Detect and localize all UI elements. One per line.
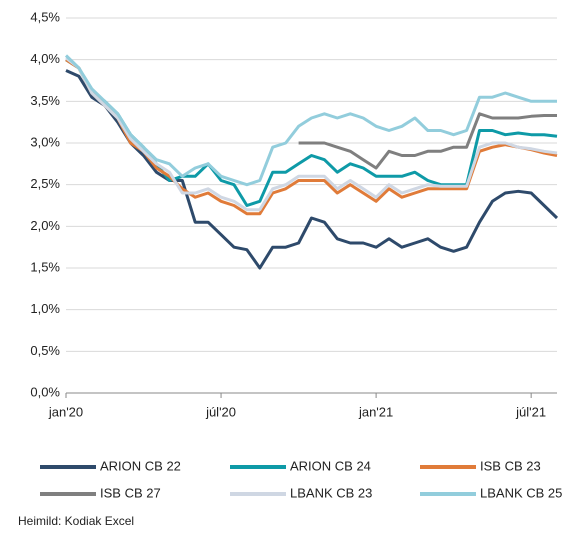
legend-label: ISB CB 27 — [100, 485, 161, 500]
series-line — [65, 58, 558, 207]
y-tick-label: 2,5% — [30, 176, 60, 191]
y-tick-label: 3,0% — [30, 134, 60, 149]
y-tick-label: 1,5% — [30, 259, 60, 274]
y-tick-label: 0,0% — [30, 384, 60, 399]
legend-label: ARION CB 24 — [290, 458, 371, 473]
x-tick-label: jan'20 — [48, 404, 83, 419]
y-tick-label: 0,5% — [30, 343, 60, 358]
x-tick-label: júl'20 — [205, 404, 236, 419]
series-line — [298, 112, 557, 170]
series-line — [64, 54, 557, 187]
series-line — [65, 58, 558, 216]
legend-label: ISB CB 23 — [480, 458, 541, 473]
legend-label: LBANK CB 25 — [480, 485, 562, 500]
y-tick-label: 4,0% — [30, 51, 60, 66]
y-tick-label: 2,0% — [30, 218, 60, 233]
legend-label: ARION CB 22 — [100, 458, 181, 473]
y-tick-label: 1,0% — [30, 301, 60, 316]
legend-label: LBANK CB 23 — [290, 485, 372, 500]
y-tick-label: 4,5% — [30, 9, 60, 24]
x-tick-label: jan'21 — [358, 404, 393, 419]
series-line — [65, 56, 558, 212]
series-line — [65, 69, 559, 270]
x-tick-label: júl'21 — [515, 404, 546, 419]
y-tick-label: 3,5% — [30, 93, 60, 108]
source-note: Heimild: Kodiak Excel — [18, 514, 134, 528]
